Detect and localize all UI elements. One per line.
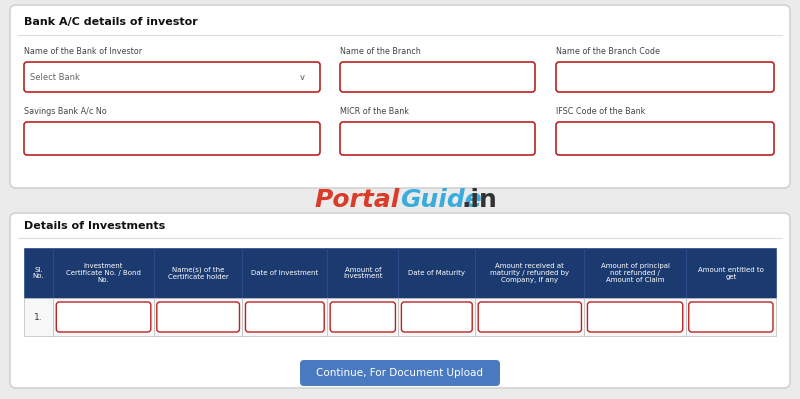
FancyBboxPatch shape [556, 62, 774, 92]
Text: Sl.
No.: Sl. No. [33, 267, 45, 280]
FancyBboxPatch shape [475, 248, 585, 298]
Text: Bank A/C details of investor: Bank A/C details of investor [24, 17, 198, 27]
FancyBboxPatch shape [24, 122, 320, 155]
FancyBboxPatch shape [24, 62, 320, 92]
FancyBboxPatch shape [327, 248, 398, 298]
Text: Amount entitled to
get: Amount entitled to get [698, 267, 764, 280]
Text: Details of Investments: Details of Investments [24, 221, 166, 231]
Text: Amount of
Investment: Amount of Investment [343, 267, 382, 280]
Text: Select Bank: Select Bank [30, 73, 80, 81]
Text: Portal: Portal [314, 188, 400, 212]
FancyBboxPatch shape [246, 302, 324, 332]
Text: Date of Investment: Date of Investment [251, 270, 318, 276]
FancyBboxPatch shape [587, 302, 682, 332]
FancyBboxPatch shape [556, 122, 774, 155]
Text: IFSC Code of the Bank: IFSC Code of the Bank [556, 107, 646, 117]
FancyBboxPatch shape [585, 298, 686, 336]
FancyBboxPatch shape [300, 360, 500, 386]
Text: Name of the Branch Code: Name of the Branch Code [556, 47, 660, 57]
FancyBboxPatch shape [242, 298, 327, 336]
FancyBboxPatch shape [478, 302, 582, 332]
FancyBboxPatch shape [475, 298, 585, 336]
FancyBboxPatch shape [10, 5, 790, 188]
Text: Date of Maturity: Date of Maturity [408, 270, 466, 276]
Text: Continue, For Document Upload: Continue, For Document Upload [317, 368, 483, 378]
Text: MICR of the Bank: MICR of the Bank [340, 107, 409, 117]
FancyBboxPatch shape [242, 248, 327, 298]
FancyBboxPatch shape [10, 213, 790, 388]
FancyBboxPatch shape [689, 302, 773, 332]
FancyBboxPatch shape [398, 298, 475, 336]
FancyBboxPatch shape [585, 248, 686, 298]
Text: Name of the Bank of Investor: Name of the Bank of Investor [24, 47, 142, 57]
FancyBboxPatch shape [154, 298, 242, 336]
FancyBboxPatch shape [154, 248, 242, 298]
FancyBboxPatch shape [24, 248, 54, 298]
Text: Guide: Guide [400, 188, 482, 212]
Text: Name(s) of the
Certificate holder: Name(s) of the Certificate holder [168, 266, 229, 280]
FancyBboxPatch shape [686, 298, 776, 336]
Text: Name of the Branch: Name of the Branch [340, 47, 421, 57]
FancyBboxPatch shape [327, 298, 398, 336]
Text: .in: .in [462, 188, 498, 212]
FancyBboxPatch shape [54, 298, 154, 336]
Text: 1.: 1. [34, 312, 43, 322]
FancyBboxPatch shape [56, 302, 151, 332]
FancyBboxPatch shape [157, 302, 239, 332]
Text: Investment
Certificate No. / Bond
No.: Investment Certificate No. / Bond No. [66, 263, 141, 283]
FancyBboxPatch shape [24, 298, 54, 336]
Text: Amount of principal
not refunded /
Amount of Claim: Amount of principal not refunded / Amoun… [601, 263, 670, 283]
FancyBboxPatch shape [340, 62, 535, 92]
FancyBboxPatch shape [340, 122, 535, 155]
FancyBboxPatch shape [54, 248, 154, 298]
FancyBboxPatch shape [398, 248, 475, 298]
FancyBboxPatch shape [686, 248, 776, 298]
FancyBboxPatch shape [330, 302, 395, 332]
Text: Savings Bank A/c No: Savings Bank A/c No [24, 107, 106, 117]
Text: Amount received at
maturity / refunded by
Company, if any: Amount received at maturity / refunded b… [490, 263, 570, 283]
Text: v: v [299, 73, 305, 81]
FancyBboxPatch shape [402, 302, 472, 332]
